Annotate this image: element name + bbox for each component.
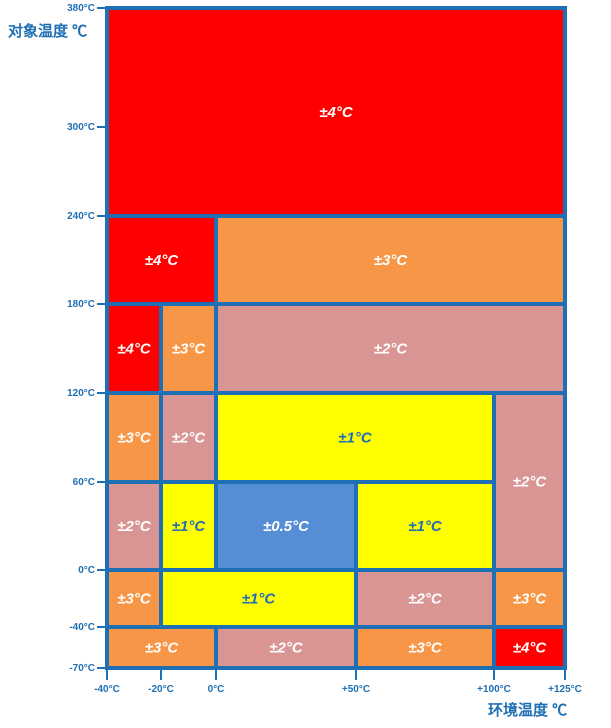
y-tick-label: -40°C (69, 622, 95, 633)
y-tick-label: 180°C (67, 299, 95, 310)
accuracy-cell (218, 629, 354, 666)
ticks-layer: 380°C 300°C 240°C 180°C 120°C 60°C 0°C -40°C -70… (67, 3, 582, 695)
accuracy-cell (496, 395, 563, 568)
accuracy-cell-label: ±4°C (117, 341, 152, 358)
accuracy-cell (163, 306, 214, 391)
accuracy-cell-label: ±2°C (269, 640, 304, 657)
accuracy-cell-label: ±3°C (117, 430, 152, 447)
accuracy-cell-label: ±3°C (374, 252, 409, 269)
x-tick-label: -20°C (148, 684, 174, 695)
accuracy-cell-label: ±3°C (172, 341, 207, 358)
accuracy-cell-label: ±1°C (408, 518, 443, 535)
accuracy-cell (218, 306, 563, 391)
x-tick-label: -40°C (94, 684, 120, 695)
x-axis-title: 环境温度 ℃ (488, 702, 568, 719)
accuracy-cell-label: ±3°C (145, 640, 180, 657)
accuracy-cell-label: ±1°C (242, 591, 277, 608)
accuracy-cell (218, 395, 492, 480)
accuracy-cell (109, 218, 214, 302)
accuracy-cell (109, 629, 214, 666)
accuracy-cell (218, 218, 563, 302)
accuracy-cell (496, 629, 563, 666)
accuracy-cell-label: ±2°C (172, 430, 207, 447)
x-tick-label: +50°C (342, 684, 370, 695)
accuracy-cell (163, 484, 214, 568)
y-tick-label: -70°C (69, 663, 95, 674)
accuracy-cell-label: ±2°C (117, 518, 152, 535)
accuracy-cell-label: ±1°C (338, 430, 373, 447)
accuracy-cell (109, 484, 159, 568)
accuracy-cell (358, 484, 492, 568)
accuracy-cell (163, 395, 214, 480)
cells-layer: ±4°C ±4°C ±3°C ±4°C ±3°C ±2°C ±3°C ±2°C ±1°C ±2°C… (105, 6, 567, 670)
x-tick-label: +125°C (548, 684, 582, 695)
accuracy-cell-label: ±2°C (408, 591, 443, 608)
accuracy-cell (496, 572, 563, 625)
accuracy-cell-label: ±2°C (513, 474, 548, 491)
accuracy-cell-label: ±1°C (172, 518, 207, 535)
accuracy-cell-label: ±0.5°C (263, 518, 310, 535)
y-axis-title: 对象温度 ℃ (8, 23, 88, 40)
accuracy-cell-label: ±3°C (117, 591, 152, 608)
accuracy-cell (358, 572, 492, 625)
accuracy-cell-label: ±3°C (408, 640, 443, 657)
accuracy-cell-label: ±4°C (513, 640, 548, 657)
accuracy-cell-label: ±4°C (319, 104, 354, 121)
y-tick-label: 300°C (67, 122, 95, 133)
x-tick-label: +100°C (477, 684, 511, 695)
accuracy-cell (109, 395, 159, 480)
x-tick-label: 0°C (208, 684, 225, 695)
accuracy-cell-label: ±4°C (145, 252, 180, 269)
y-tick-label: 120°C (67, 388, 95, 399)
y-tick-label: 240°C (67, 211, 95, 222)
y-tick-label: 380°C (67, 3, 95, 14)
accuracy-cell (358, 629, 492, 666)
accuracy-cell (163, 572, 354, 625)
accuracy-cell (109, 306, 159, 391)
y-tick-label: 60°C (73, 477, 95, 488)
y-tick-label: 0°C (78, 565, 95, 576)
accuracy-cell (109, 10, 563, 214)
accuracy-cell (218, 484, 354, 568)
accuracy-cell-label: ±3°C (513, 591, 548, 608)
accuracy-cell (109, 572, 159, 625)
accuracy-cell-label: ±2°C (374, 341, 409, 358)
